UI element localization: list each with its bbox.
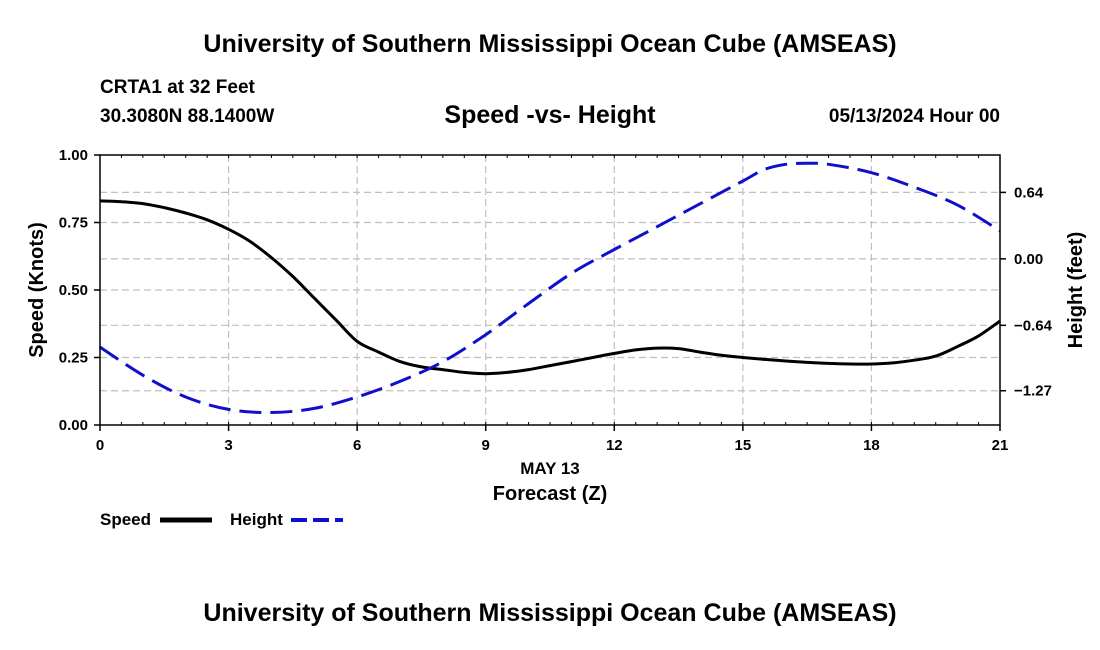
legend-label-speed: Speed <box>100 510 151 529</box>
chart-subtitle: Speed -vs- Height <box>444 101 656 129</box>
series-line-height <box>99 161 1001 415</box>
y-tick-label: 1.00 <box>59 147 88 164</box>
y2-tick-label: −0.64 <box>1014 317 1053 334</box>
y-tick-label: 0.50 <box>59 282 88 299</box>
x-tick-label: 15 <box>735 437 752 454</box>
legend-label-height: Height <box>230 510 283 529</box>
y-tick-label: 0.75 <box>59 215 88 232</box>
grid-lines <box>100 155 1000 425</box>
forecast-time: 05/13/2024 Hour 00 <box>828 106 1000 127</box>
y-tick-label: 0.25 <box>59 350 88 367</box>
series-line-speed <box>99 199 1001 376</box>
x-tick-label: 0 <box>96 437 104 454</box>
y2-tick-label: −1.27 <box>1014 383 1052 400</box>
axes: 0 3 6 9 12 15 18 21 0.00 0.25 0.50 0.75 1.00 −1.27 −0.… <box>59 147 1053 454</box>
x-axis-title: Forecast (Z) <box>493 483 607 505</box>
x-tick-label: 12 <box>606 437 623 454</box>
y2-tick-label: 0.64 <box>1014 184 1044 201</box>
x-tick-label: 18 <box>863 437 880 454</box>
y2-tick-label: 0.00 <box>1014 251 1043 268</box>
y-axis-title: Speed (Knots) <box>26 222 48 358</box>
series-lines <box>99 161 1001 415</box>
footer-title: University of Southern Mississippi Ocean… <box>203 599 897 627</box>
x-tick-label: 9 <box>482 437 490 454</box>
legend: Speed Height <box>100 510 343 529</box>
y2-axis-title: Height (feet) <box>1065 232 1087 349</box>
station-name: CRTA1 at 32 Feet <box>100 77 255 98</box>
x-axis-date-label: MAY 13 <box>520 459 580 478</box>
main-title: University of Southern Mississippi Ocean… <box>203 30 897 58</box>
station-coordinates: 30.3080N 88.1400W <box>100 106 275 127</box>
x-tick-label: 6 <box>353 437 361 454</box>
y-tick-label: 0.00 <box>59 417 88 434</box>
x-tick-label: 3 <box>224 437 232 454</box>
x-tick-label: 21 <box>992 437 1009 454</box>
